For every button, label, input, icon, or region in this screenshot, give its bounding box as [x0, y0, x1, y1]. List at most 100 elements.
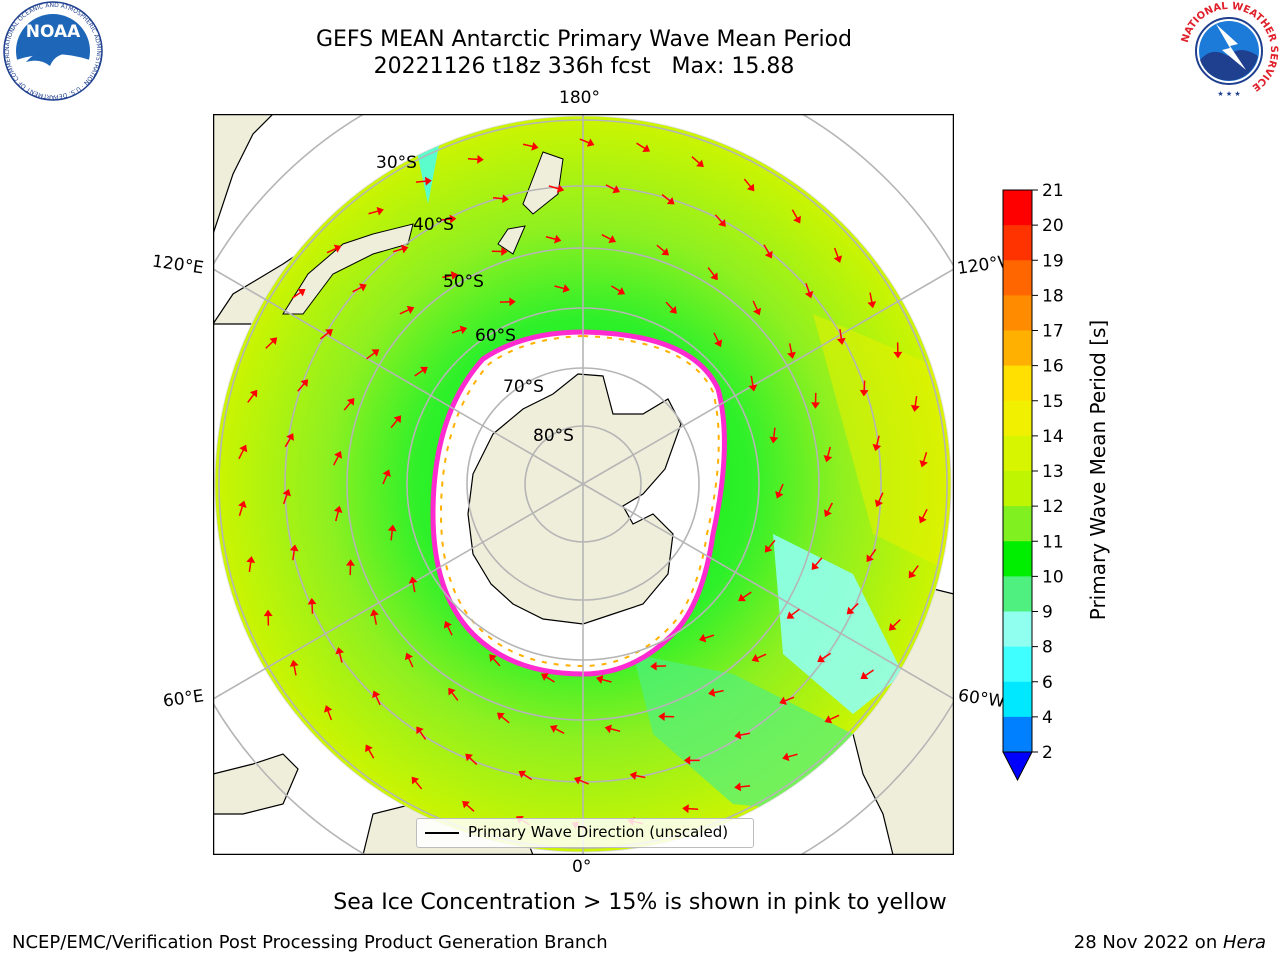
- wave-arrow-head: [698, 633, 707, 643]
- wave-arrow: [833, 247, 839, 258]
- wave-arrow-head: [859, 389, 869, 397]
- wave-arrow-head: [443, 620, 452, 629]
- wave-arrow: [442, 274, 453, 279]
- wave-direction-arrows: [238, 138, 928, 830]
- wave-arrow: [878, 492, 884, 503]
- wave-arrow: [773, 427, 776, 438]
- wave-arrow-head: [238, 500, 247, 509]
- wave-arrow: [805, 283, 810, 294]
- wave-arrow-head: [289, 544, 299, 552]
- wave-arrow-head: [365, 744, 373, 753]
- wave-arrow-head: [477, 154, 484, 164]
- noaa-logo: NOAA NATIONAL OCEANIC AND ATMOSPHERIC AD…: [2, 0, 103, 101]
- legend-line-swatch: [425, 832, 459, 834]
- wave-arrow-head: [556, 184, 565, 193]
- colorbar-tick-label: 21: [1042, 181, 1064, 201]
- wave-arrow-head: [334, 451, 343, 459]
- wave-arrow: [291, 291, 302, 299]
- wave-arrow-head: [376, 206, 384, 216]
- colorbar-band: [1003, 541, 1032, 577]
- lat-label-30s: 30°S: [376, 153, 417, 173]
- wave-arrow: [373, 614, 378, 625]
- wave-arrow-head: [804, 290, 814, 299]
- wave-arrow-head: [531, 142, 539, 151]
- wave-arrow: [545, 236, 556, 240]
- wave-arrow: [601, 234, 612, 240]
- wave-arrow-head: [893, 351, 903, 359]
- colorbar-band: [1003, 506, 1032, 542]
- wave-arrow: [440, 218, 451, 221]
- wave-arrow-head: [450, 271, 458, 280]
- wave-arrow: [554, 285, 565, 290]
- colorbar-tick-label: 2: [1042, 743, 1053, 763]
- wave-arrow-head: [612, 185, 621, 194]
- colorbar-tick-label: 4: [1042, 708, 1053, 728]
- colorbar-tick-label: 13: [1042, 462, 1064, 482]
- wave-arrow-head: [718, 219, 726, 227]
- wave-arrow-head: [573, 776, 582, 785]
- wave-arrow-head: [448, 687, 456, 696]
- colorbar: 21 20 19 18 17 16 15 14 13 12 11 10 9 8 6 4 2: [1002, 181, 1064, 782]
- wave-arrow: [791, 209, 798, 219]
- wave-arrow-head: [779, 696, 787, 705]
- wave-arrow-head: [404, 652, 413, 661]
- wave-arrow-head: [335, 647, 345, 655]
- wave-arrow-head: [753, 307, 762, 316]
- wave-arrow: [579, 779, 589, 785]
- wave-arrow: [707, 267, 715, 277]
- wave-arrow-head: [734, 730, 742, 740]
- wave-arrow-head: [919, 459, 928, 468]
- colorbar-band: [1003, 611, 1032, 648]
- wave-arrow-head: [372, 690, 381, 699]
- wave-arrow: [739, 732, 751, 736]
- wave-arrow-head: [811, 562, 820, 571]
- wave-arrow: [327, 710, 333, 721]
- wave-arrow: [326, 247, 337, 254]
- wave-arrow: [500, 715, 510, 724]
- wave-arrow-head: [393, 415, 402, 424]
- wave-arrow: [636, 142, 646, 150]
- lat-label-40s: 40°S: [413, 215, 454, 235]
- wave-arrow-head: [462, 800, 470, 809]
- wave-arrow: [352, 286, 362, 293]
- wave-arrow-head: [866, 554, 874, 563]
- wave-arrow: [297, 383, 305, 392]
- wave-arrow: [767, 539, 776, 549]
- wave-arrow: [238, 505, 244, 516]
- wave-arrow: [469, 757, 478, 766]
- wave-arrow-head: [282, 488, 291, 497]
- colorbar-band: [1003, 681, 1032, 718]
- wave-arrow: [265, 340, 274, 349]
- wave-arrow: [750, 375, 754, 386]
- wave-arrow-head: [249, 389, 258, 398]
- wave-arrow: [408, 657, 414, 668]
- wave-arrow: [827, 446, 831, 457]
- wave-arrow-head: [416, 726, 424, 735]
- wave-arrow: [914, 396, 918, 407]
- colorbar-band: [1003, 260, 1032, 296]
- wave-arrow: [343, 401, 352, 411]
- lat-label-60s: 60°S: [475, 326, 516, 346]
- wave-arrow: [611, 285, 621, 292]
- wave-arrow: [238, 449, 245, 460]
- colorbar-band: [1003, 646, 1032, 683]
- wave-arrow-head: [608, 235, 616, 244]
- wave-arrow: [390, 419, 399, 429]
- wave-arrow-head: [424, 176, 432, 186]
- colorbar-tick-label: 17: [1042, 322, 1064, 342]
- wave-arrow: [827, 502, 833, 513]
- land-australia-disc: [282, 223, 414, 315]
- lon-label-0: 0°: [572, 857, 592, 877]
- wave-arrow: [601, 678, 612, 683]
- colorbar-band: [1003, 716, 1032, 753]
- wave-arrow: [688, 807, 699, 810]
- wave-arrow: [691, 156, 700, 164]
- wave-arrow: [922, 452, 928, 463]
- wave-arrow: [911, 565, 919, 575]
- wave-arrow: [864, 669, 875, 677]
- colorbar-band: [1003, 365, 1032, 402]
- colorbar-tick-label: 12: [1042, 497, 1064, 517]
- wave-arrow: [248, 561, 252, 572]
- wave-arrow: [467, 158, 478, 161]
- colorbar-tick-label: 16: [1042, 357, 1064, 377]
